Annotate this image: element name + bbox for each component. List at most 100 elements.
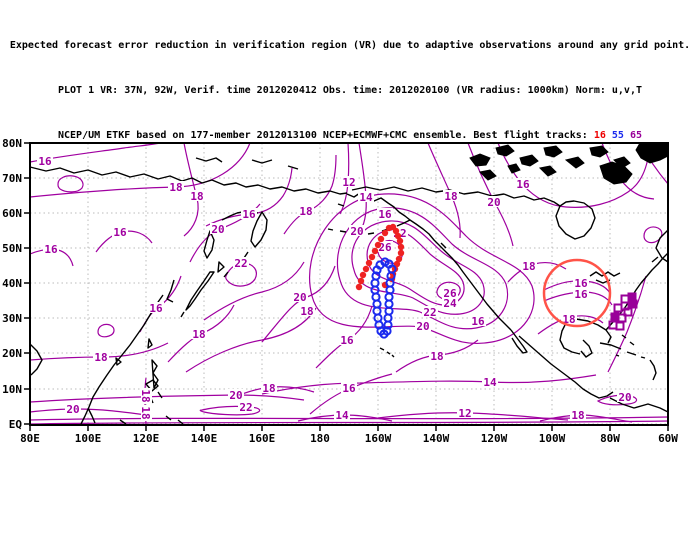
contour-label: 22 [234, 257, 247, 270]
x-axis-label: 80W [600, 432, 620, 445]
contour-label-bg [238, 401, 254, 412]
x-axis-label: 140W [423, 432, 450, 445]
island [543, 145, 563, 158]
y-axis-label: 50N [2, 242, 22, 255]
contour-label-bg [442, 287, 458, 298]
map-frame [29, 142, 669, 426]
contour-label-bg [470, 315, 486, 326]
island [495, 144, 515, 157]
contour-line [607, 275, 647, 373]
contour-label: 16 [516, 178, 530, 191]
contour-label: 16 [242, 208, 256, 221]
x-axis-label: 160E [249, 432, 276, 445]
contour-label-bg [334, 409, 350, 420]
contour-label-bg [93, 351, 109, 362]
blue-track-marker [382, 326, 392, 336]
contour-label: 18 [139, 406, 152, 419]
contour-label: 20 [416, 320, 429, 333]
contour-line [261, 265, 336, 343]
contour-line [596, 394, 638, 406]
contour-label-bg [148, 302, 164, 313]
contour-label-bg [349, 225, 365, 236]
best-flight-track-id: 16 [593, 130, 606, 141]
contour-label: 18 [300, 305, 313, 318]
red-track-marker [368, 253, 376, 261]
coastline [87, 407, 96, 424]
purple-track-marker [628, 299, 638, 309]
coastline [221, 212, 238, 221]
contour-line [436, 281, 461, 301]
coastline [379, 347, 395, 358]
contour-label: 20 [211, 223, 224, 236]
coastline [29, 343, 43, 376]
contour-label-bg [486, 196, 502, 207]
coastline [147, 338, 153, 349]
red-track-marker [357, 277, 365, 285]
contour-label: 18 [190, 190, 203, 203]
contour-label: 22 [423, 306, 436, 319]
contour-label: 22 [239, 401, 252, 414]
red-track-marker [392, 227, 400, 235]
contour-line [497, 142, 651, 208]
contour-label-bg [168, 181, 184, 192]
contour-label: 14 [359, 191, 373, 204]
best-flight-track-id: 65 [623, 130, 642, 141]
contour-label-bg [573, 288, 589, 299]
red-track-marker [365, 259, 373, 267]
contour-label-bg [43, 243, 59, 254]
contour-label: 18 [169, 181, 182, 194]
x-axis-label: 120E [133, 432, 160, 445]
coastline [615, 351, 646, 359]
plot-title-line-3: NCEP/UM ETKF based on 177-member 2012013… [0, 128, 700, 143]
contour-label-bg [292, 291, 308, 302]
contour-label-bg [112, 226, 128, 237]
coastline [409, 219, 512, 331]
island [507, 163, 521, 174]
contour-label: 26 [443, 287, 457, 300]
contour-label: 16 [149, 302, 163, 315]
island [589, 145, 609, 158]
contour-label: 24 [443, 297, 457, 310]
coastline [29, 166, 348, 195]
contour-label-bg [241, 208, 257, 219]
coastline [151, 359, 159, 389]
red-track-marker [393, 260, 401, 268]
contour-label-bg [422, 306, 438, 317]
coastline [621, 334, 635, 346]
contour-label-bg [261, 382, 277, 393]
contour-label: 18 [139, 389, 152, 402]
contour-label-bg [457, 407, 473, 418]
red-track-marker [374, 241, 382, 249]
coastline [555, 200, 596, 240]
contour-label: 18 [430, 350, 443, 363]
contour-label: 16 [38, 155, 52, 168]
contour-line [29, 142, 161, 163]
vr-radius-circle [542, 258, 612, 328]
y-axis-label: 40N [2, 277, 22, 290]
coastline [337, 203, 345, 207]
x-axis-label: 100E [75, 432, 102, 445]
coastline [166, 279, 175, 303]
coastline [605, 329, 612, 344]
red-track-marker [359, 271, 367, 279]
island [478, 169, 497, 181]
contour-label: 16 [113, 226, 127, 239]
x-axis-label: 80E [20, 432, 40, 445]
coastline [510, 329, 528, 354]
coastline [119, 415, 184, 425]
contour-label-bg [339, 334, 355, 345]
blue-track-marker [384, 259, 394, 269]
x-axis-label: 120W [481, 432, 508, 445]
contour-label-bg [341, 176, 357, 187]
contour-label: 16 [378, 208, 392, 221]
coastline [115, 357, 122, 366]
contour-line [261, 374, 597, 395]
contour-label: 16 [574, 277, 588, 290]
contour-label: 18 [444, 190, 457, 203]
contour-label-bg [570, 409, 586, 420]
contour-line [203, 261, 305, 321]
contour-label: 14 [335, 409, 349, 422]
y-axis-label: EQ [9, 418, 23, 431]
